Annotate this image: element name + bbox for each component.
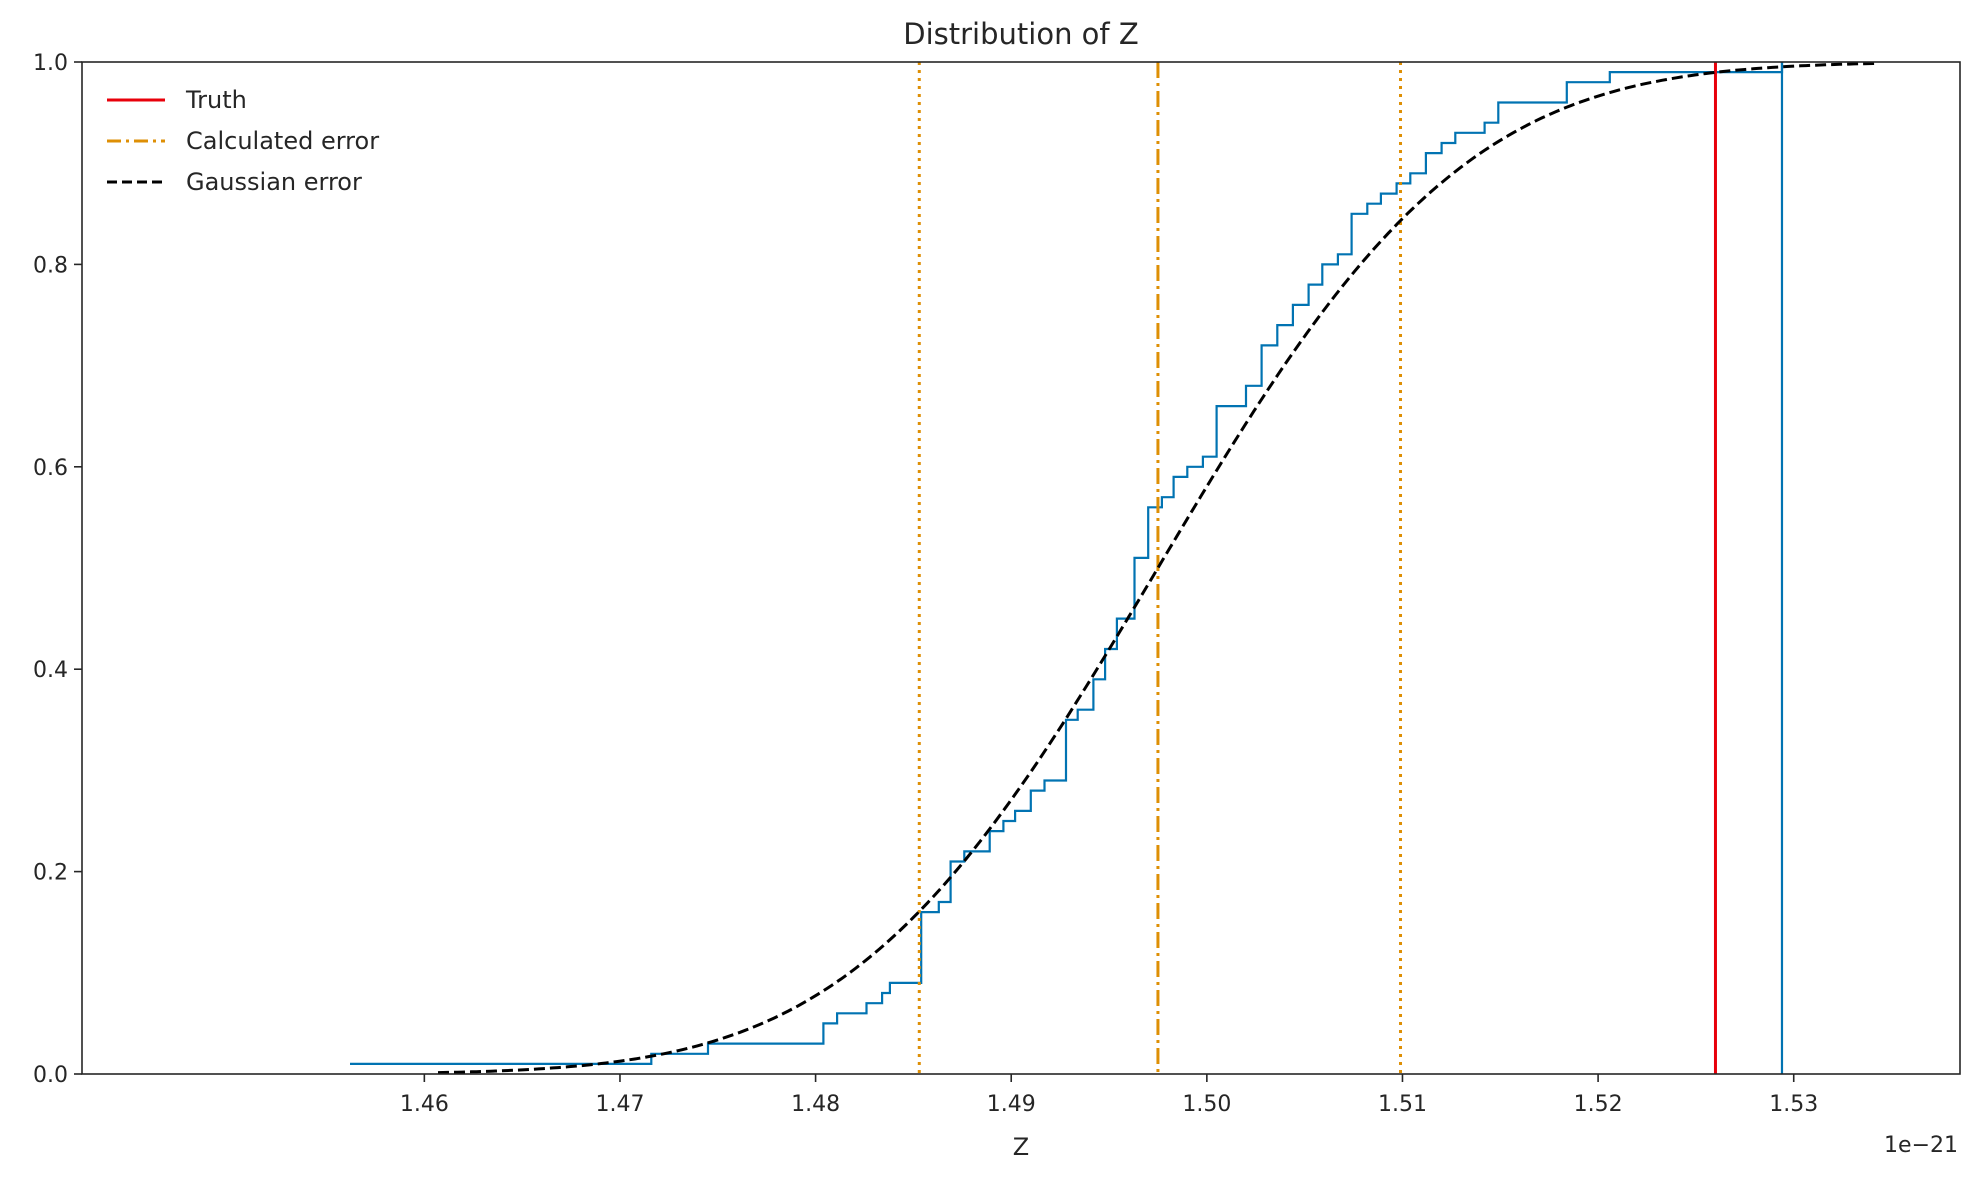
chart-title: Distribution of Z <box>903 17 1138 51</box>
x-tick-label: 1.52 <box>1574 1092 1623 1117</box>
x-tick-label: 1.49 <box>987 1092 1036 1117</box>
y-tick-label: 0.2 <box>33 861 68 886</box>
y-tick-label: 0.6 <box>33 456 68 481</box>
axes: 1.46 1.47 1.48 1.49 1.50 1.51 1.52 1.53 0.0 0.2 0.… <box>33 51 1961 1117</box>
axes-frame <box>81 61 1961 1075</box>
x-tick-label: 1.46 <box>400 1092 449 1117</box>
plot-area <box>350 62 1878 1074</box>
y-tick-label: 1.0 <box>33 51 68 76</box>
y-tick-label: 0.4 <box>33 658 68 683</box>
x-tick-label: 1.47 <box>595 1092 644 1117</box>
plot-lines <box>350 62 1878 1074</box>
legend-label: Calculated error <box>186 127 379 155</box>
x-tick-label: 1.51 <box>1378 1092 1427 1117</box>
legend-label: Truth <box>185 86 247 114</box>
x-axis-offset-text: 1e−21 <box>1884 1133 1958 1158</box>
y-tick-label: 0.0 <box>33 1063 68 1088</box>
y-tick-label: 0.8 <box>33 253 68 278</box>
x-tick-label: 1.48 <box>791 1092 840 1117</box>
gaussian-cdf-line <box>437 62 1878 1074</box>
legend: Truth Calculated error Gaussian error <box>107 86 379 196</box>
x-axis-title: Z <box>1013 1133 1029 1161</box>
x-tick-label: 1.53 <box>1769 1092 1818 1117</box>
legend-label: Gaussian error <box>186 168 362 196</box>
x-tick-label: 1.50 <box>1182 1092 1231 1117</box>
ecdf-step-line <box>350 62 1784 1065</box>
